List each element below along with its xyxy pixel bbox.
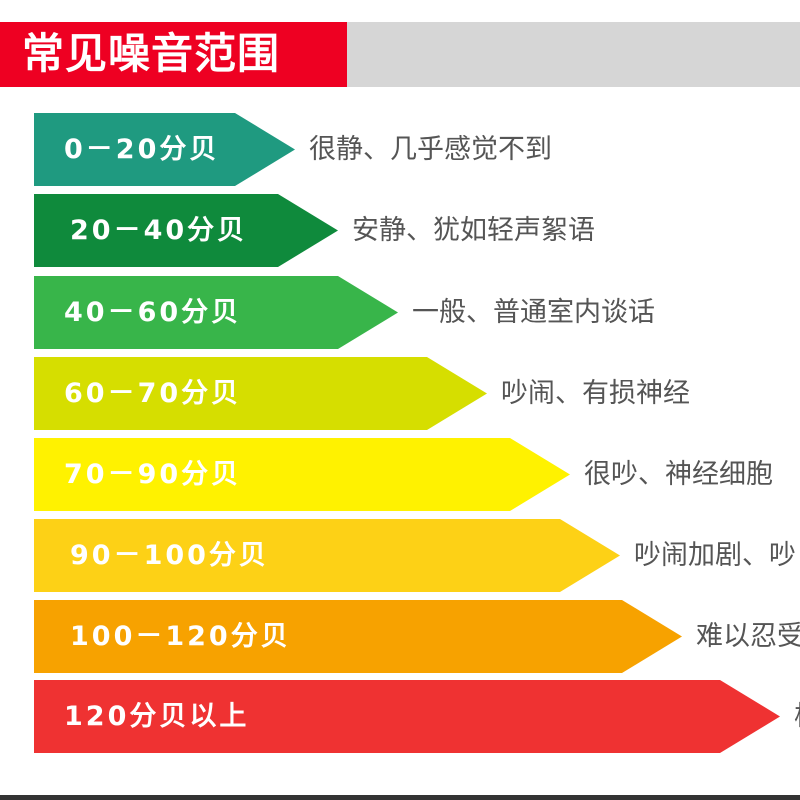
arrow-shape: [34, 438, 570, 511]
arrow-shape: [34, 113, 295, 186]
level-description: 很静、几乎感觉不到: [309, 134, 552, 165]
level-arrow: [34, 519, 620, 592]
level-range: 0－20分贝: [64, 134, 220, 165]
arrow-shape: [34, 519, 620, 592]
page-title: 常见噪音范围: [22, 29, 281, 78]
level-description: 极: [794, 680, 800, 753]
level-range: 60－70分贝: [64, 378, 242, 409]
arrow-shape: [34, 680, 780, 753]
level-description: 吵闹、有损神经: [501, 378, 690, 409]
bottom-divider: [0, 795, 800, 800]
level-arrow: [34, 357, 487, 430]
level-description: 一般、普通室内谈话: [412, 297, 655, 328]
level-arrow: [34, 438, 570, 511]
arrow-shape: [34, 194, 338, 267]
arrow-shape: [34, 276, 398, 349]
level-description: 很吵、神经细胞: [584, 459, 773, 490]
arrow-shape: [34, 600, 682, 673]
level-range: 70－90分贝: [64, 459, 242, 490]
level-arrow: [34, 680, 780, 753]
arrow-shape: [34, 357, 487, 430]
level-description: 难以忍受: [696, 621, 800, 652]
level-arrow: [34, 194, 338, 267]
level-range: 120分贝以上: [64, 701, 250, 732]
level-arrow: [34, 276, 398, 349]
level-range: 20－40分贝: [70, 215, 248, 246]
level-arrow: [34, 600, 682, 673]
level-description: 安静、犹如轻声絮语: [352, 215, 595, 246]
level-range: 40－60分贝: [64, 297, 242, 328]
level-arrow: [34, 113, 295, 186]
level-range: 90－100分贝: [70, 540, 269, 571]
title-banner: [0, 22, 347, 87]
level-description: 吵闹加剧、吵: [634, 540, 796, 571]
level-range: 100－120分贝: [70, 621, 291, 652]
